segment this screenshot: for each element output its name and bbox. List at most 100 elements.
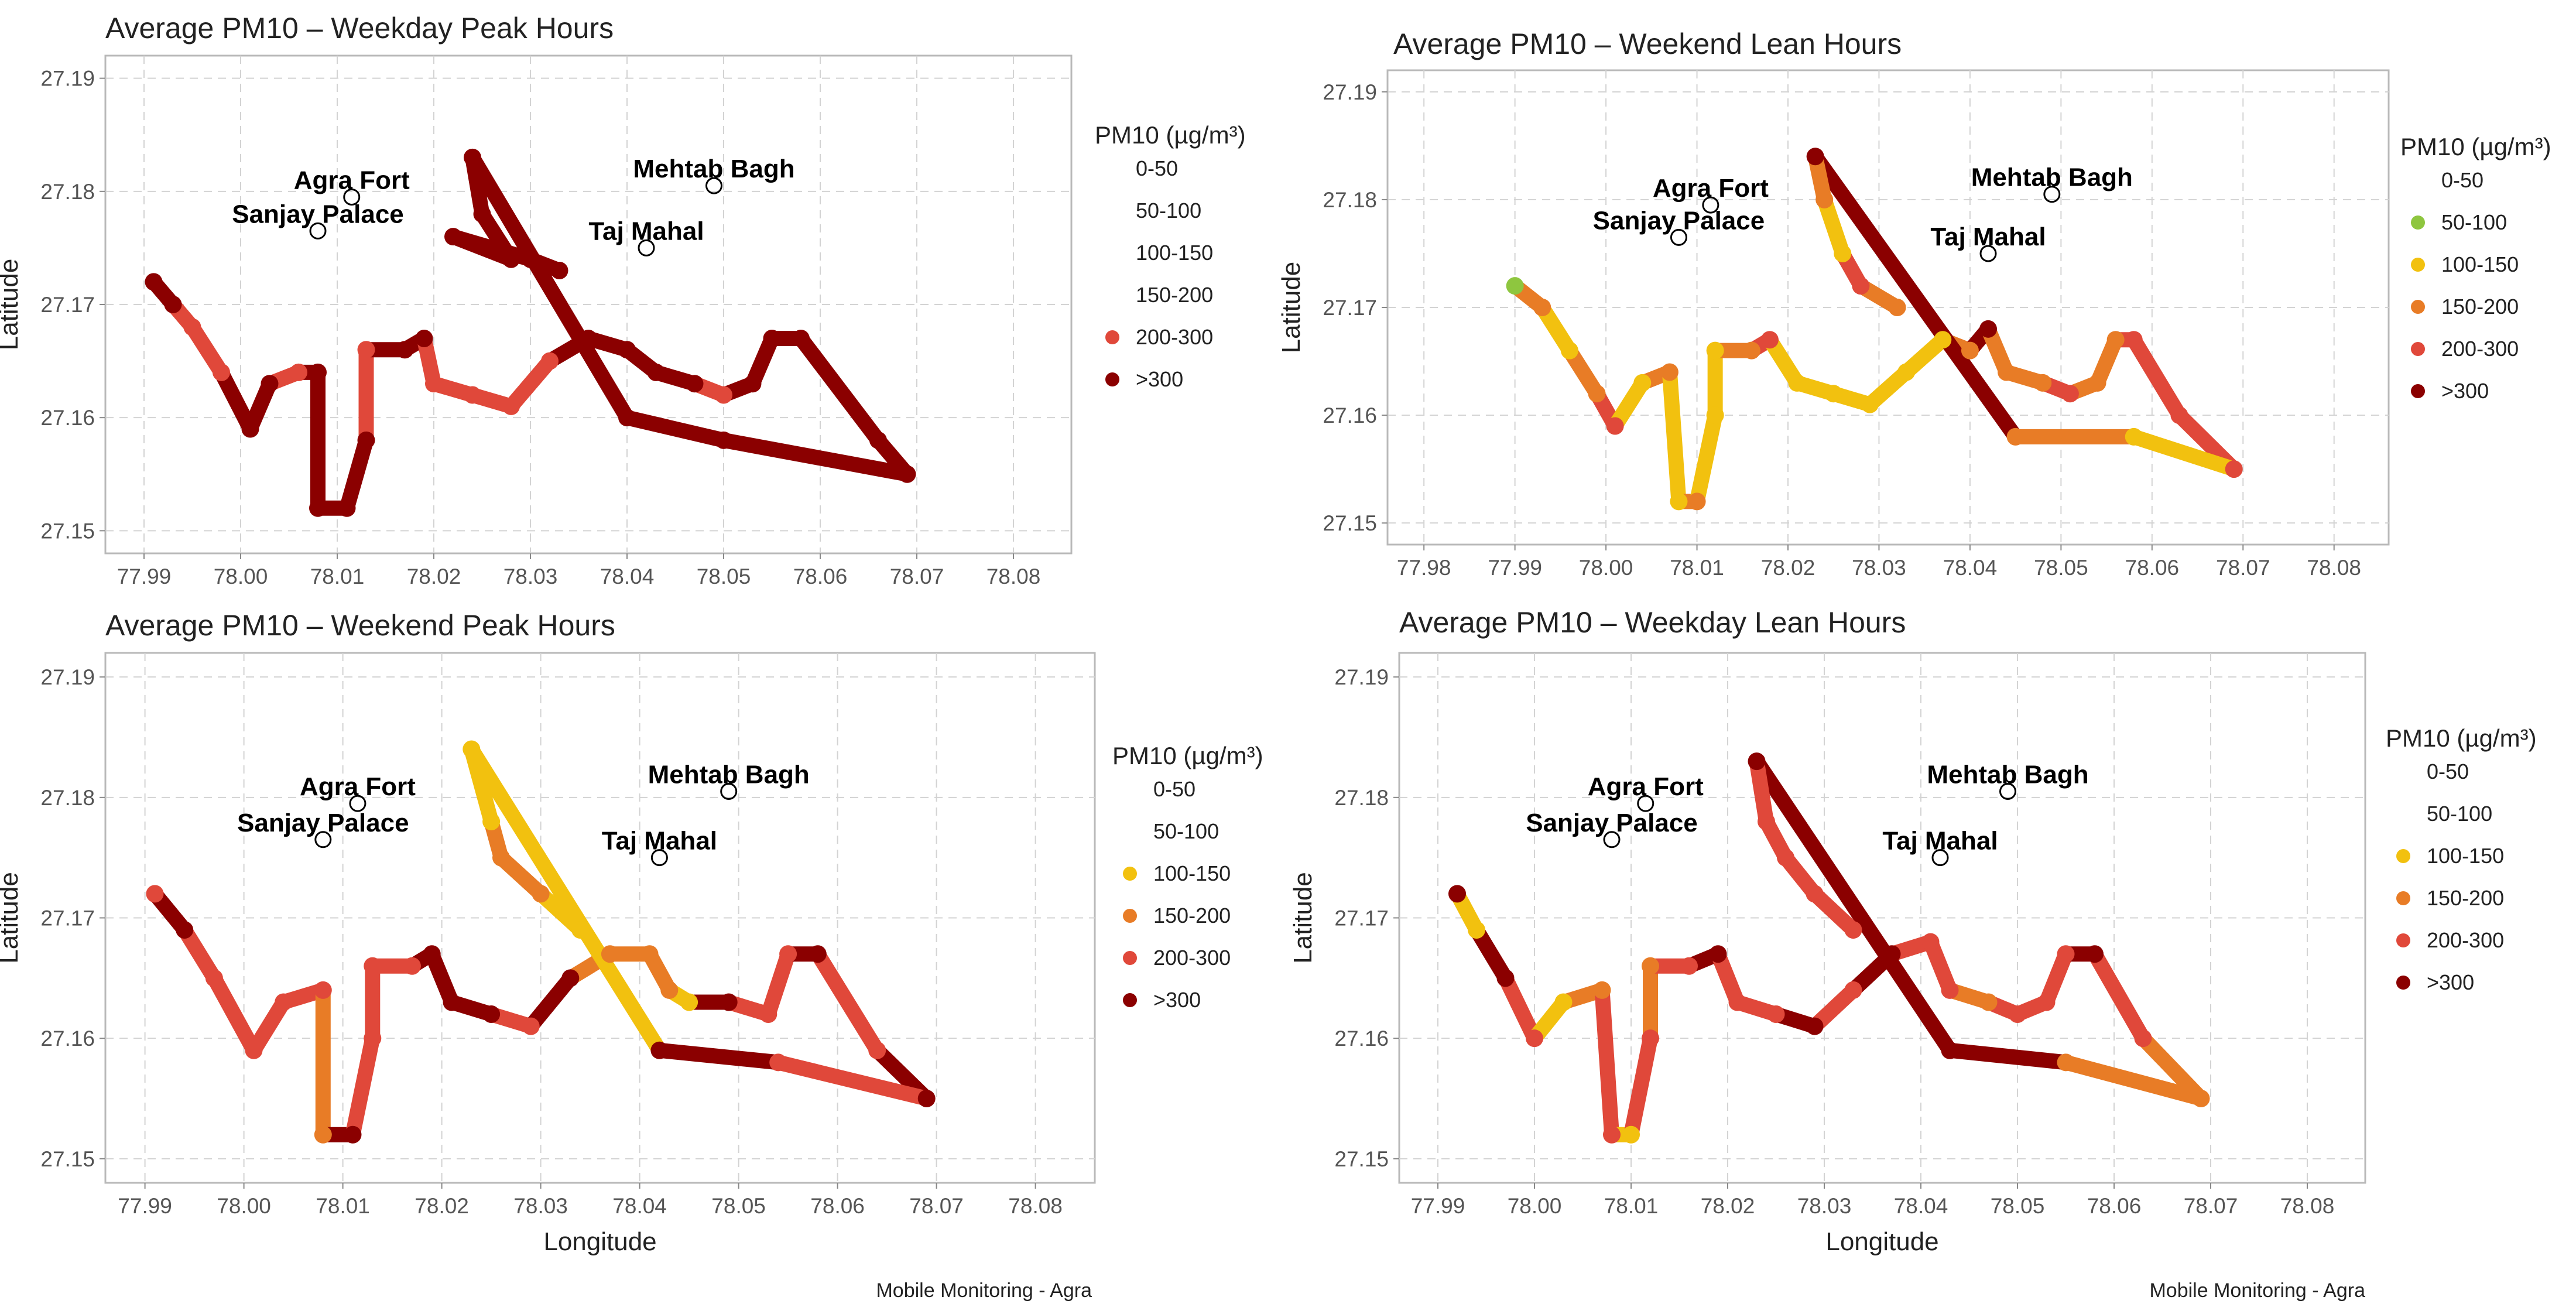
y-tick-label: 27.19 [40, 67, 95, 91]
track-point [502, 397, 520, 415]
track-segment [206, 970, 262, 1058]
x-tick-label: 78.03 [1797, 1194, 1852, 1218]
landmark-label: Agra Fort [294, 166, 410, 194]
landmark-marker [1603, 831, 1621, 848]
x-tick-label: 77.99 [1488, 556, 1542, 580]
landmark-marker [650, 849, 668, 867]
y-tick-label: 27.18 [1323, 188, 1377, 212]
legend-swatch [2411, 342, 2425, 356]
x-tick-label: 78.08 [1008, 1194, 1063, 1218]
track-segment [1594, 982, 1619, 1142]
track-point [680, 993, 698, 1011]
track-segment [464, 741, 667, 1058]
track-point [869, 431, 887, 449]
landmark-label: Agra Fort [1588, 772, 1704, 801]
track-point [1688, 492, 1706, 511]
legend-swatch [1123, 867, 1137, 881]
legend-swatch [2396, 849, 2410, 863]
track-point [2057, 1053, 2075, 1072]
landmark-marker [1979, 245, 1997, 262]
track-point [1834, 244, 1852, 262]
track-point [502, 250, 520, 268]
track-point [364, 1029, 382, 1048]
track-point [1506, 277, 1524, 295]
legend-swatch [2396, 933, 2410, 947]
track-point [205, 969, 223, 987]
landmark-label: Sanjay Palace [232, 200, 404, 228]
track-segment [1689, 408, 1723, 509]
track-point [275, 993, 293, 1011]
track-segment [177, 922, 222, 986]
track-point [1844, 981, 1862, 999]
track-point [415, 329, 433, 347]
x-tick-label: 77.99 [118, 1194, 172, 1218]
x-tick-label: 78.07 [909, 1194, 964, 1218]
track-point [1998, 363, 2016, 381]
x-tick-label: 78.03 [513, 1194, 568, 1218]
panel-title: Average PM10 – Weekend Peak Hours [105, 609, 615, 642]
y-tick-label: 27.17 [1334, 906, 1389, 930]
legend-label: 50-100 [2427, 802, 2492, 826]
legend-title: PM10 (µg/m³) [1095, 121, 1246, 149]
legend-label: 150-200 [2427, 886, 2504, 910]
x-tick-label: 78.02 [1701, 1194, 1755, 1218]
track-point [1844, 921, 1862, 939]
track-point [2009, 1005, 2026, 1024]
track-point [2134, 1029, 2152, 1048]
track-segment [810, 946, 885, 1058]
legend-swatch [2411, 384, 2425, 398]
landmark-label: Sanjay Palace [1593, 206, 1765, 235]
landmark-marker [1670, 228, 1687, 246]
track-point [1883, 945, 1901, 963]
x-tick-label: 78.06 [2125, 556, 2180, 580]
x-tick-label: 78.01 [1670, 556, 1724, 580]
landmark-label: Sanjay Palace [1526, 809, 1698, 837]
landmark-marker [1702, 196, 1719, 214]
track-point [1680, 957, 1698, 975]
track-segment [246, 994, 292, 1058]
legend-label: 0-50 [2427, 759, 2469, 783]
track-point [1554, 993, 1573, 1011]
y-tick-label: 27.17 [1323, 296, 1377, 320]
track-point [1670, 492, 1688, 511]
landmark-marker [2043, 186, 2061, 203]
track-point [1767, 1005, 1785, 1024]
track-point [464, 148, 481, 166]
x-tick-label: 78.03 [503, 564, 558, 588]
track-segment [1807, 149, 2023, 444]
landmark-marker [314, 831, 332, 848]
y-axis-label: Latitude [0, 259, 23, 351]
y-tick-label: 27.16 [40, 406, 95, 430]
x-tick-label: 78.05 [711, 1194, 766, 1218]
x-tick-label: 78.02 [1761, 556, 1815, 580]
track-point [1979, 993, 1998, 1011]
x-tick-label: 78.04 [600, 564, 655, 588]
track-point [482, 812, 501, 830]
track-point [2006, 427, 2025, 446]
x-axis-label: Longitude [543, 1227, 656, 1256]
x-tick-label: 78.03 [1852, 556, 1906, 580]
track-segment [523, 970, 578, 1034]
x-tick-label: 78.04 [612, 1194, 667, 1218]
track-point [357, 341, 375, 359]
track-point [1861, 395, 1879, 413]
y-tick-label: 27.18 [1334, 786, 1389, 810]
legend-label: >300 [1153, 988, 1201, 1012]
legend-label: 150-200 [1136, 283, 1213, 307]
track-point [1642, 1029, 1659, 1048]
landmark-label: Sanjay Palace [237, 809, 409, 837]
track-point [164, 296, 182, 313]
track-point [261, 375, 279, 393]
x-tick-label: 78.01 [316, 1194, 370, 1218]
track-point [146, 885, 164, 903]
legend-label: 200-300 [1136, 325, 1213, 349]
y-axis-label: Latitude [0, 872, 23, 964]
legend-label: 100-150 [1153, 861, 1231, 885]
track-point [1468, 921, 1485, 939]
track-point [1888, 299, 1906, 316]
legend-title: PM10 (µg/m³) [1112, 742, 1263, 769]
caption: Mobile Monitoring - Agra [2149, 1279, 2365, 1302]
panel-3: Average PM10 – Weekend Peak Hours 77.99 78… [0, 609, 1263, 1302]
landmark-label: Taj Mahal [1882, 827, 1998, 856]
track-segment [214, 364, 258, 437]
